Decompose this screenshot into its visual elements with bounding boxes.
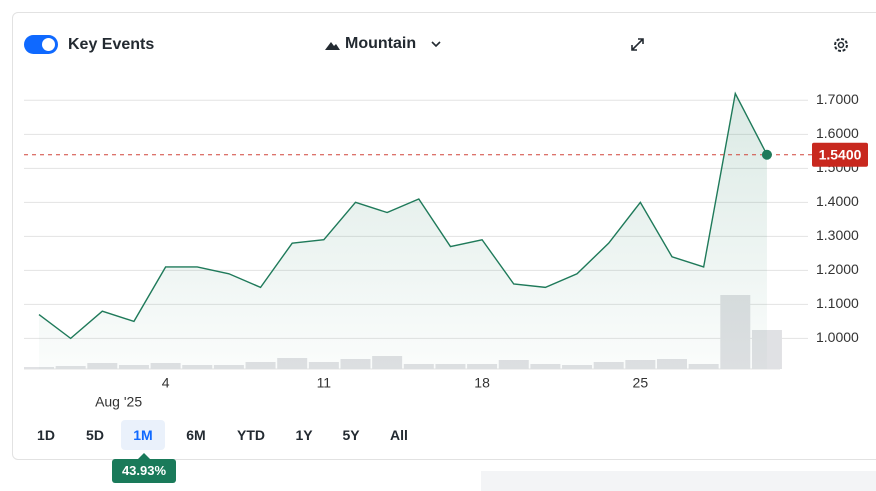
range-button[interactable]: 1D	[37, 427, 55, 443]
y-tick-label: 1.4000	[816, 193, 859, 209]
last-value-badge	[812, 142, 868, 167]
y-tick-label: 1.7000	[816, 91, 859, 107]
chart-card	[12, 12, 876, 460]
y-tick-label: 1.3000	[816, 227, 859, 243]
period-change: 43.93%	[112, 453, 176, 483]
y-tick-label: 1.0000	[816, 329, 859, 345]
y-tick-label: 1.2000	[816, 261, 859, 277]
y-tick-label: 1.1000	[816, 295, 859, 311]
range-button[interactable]: YTD	[237, 427, 265, 443]
mountain-icon	[325, 42, 340, 50]
expand-icon[interactable]	[631, 38, 644, 51]
x-tick-label: 11	[317, 375, 332, 391]
toggle-label[interactable]: Key Events	[68, 36, 154, 53]
area	[39, 93, 767, 369]
y-tick-label: 1.6000	[816, 125, 859, 141]
toggle-knob	[42, 38, 55, 51]
last-value-label: 1.5400	[819, 146, 862, 162]
range-button[interactable]: All	[390, 427, 408, 443]
range-button[interactable]: 5Y	[342, 427, 360, 443]
dropdown-icon	[431, 41, 441, 48]
range-button[interactable]: 6M	[186, 427, 206, 443]
range-button[interactable]: 5D	[86, 427, 104, 443]
x-sublabel: Aug '25	[95, 394, 142, 410]
chart-style[interactable]: Mountain	[345, 35, 416, 52]
price-line	[38, 91, 768, 340]
x-tick-label: 18	[474, 375, 490, 391]
x-tick-label: 4	[162, 375, 170, 391]
x-tick-label: 25	[633, 375, 649, 391]
range-button[interactable]: 1Y	[295, 427, 313, 443]
settings-icon[interactable]	[834, 38, 848, 52]
last-point	[761, 149, 772, 160]
range-button[interactable]: 1M	[121, 420, 165, 450]
